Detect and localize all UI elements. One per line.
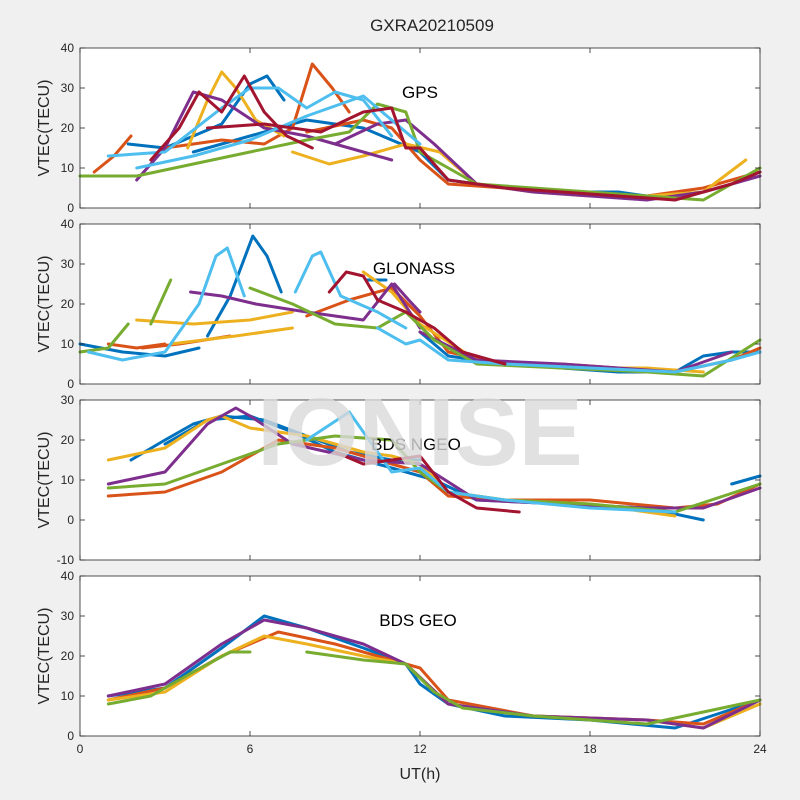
y-tick-label: 30 [61,393,75,407]
y-tick-label: 10 [61,161,75,175]
series-line [730,474,762,486]
series-line [78,102,422,178]
series-line [149,74,314,162]
y-tick-label: 0 [67,729,74,743]
x-tick-label: 18 [583,742,597,756]
y-tick-label: 20 [61,121,75,135]
panel-glonass: 0 10 20 30 40 VTEC(TECU) GLONASS [36,217,762,391]
y-tick-label: 40 [61,217,75,231]
panel-bds-geo: 0 10 20 30 40 0 6 12 18 24 VTEC(TECU) BDS GEO [36,569,767,756]
series-line [126,74,286,150]
y-tick-label: 40 [61,41,75,55]
y-tick-label: 20 [61,297,75,311]
series-line [87,246,246,362]
x-tick-label: 0 [77,742,84,756]
y-tick-label: 10 [61,337,75,351]
y-tick-label: 30 [61,81,75,95]
series-line [305,410,677,514]
y-tick-label: 10 [61,473,75,487]
series-line [293,250,408,330]
plot-area [80,224,760,384]
series-line [333,450,521,514]
panel-gps: 0 10 20 30 40 VTEC(TECU) GPS [36,41,762,215]
series-line [376,298,507,366]
series-line [169,326,294,346]
y-axis-label: VTEC(TECU) [36,80,53,177]
y-tick-label: 0 [67,377,74,391]
x-tick-label: 12 [413,742,427,756]
y-tick-label: 40 [61,569,75,583]
series-line [305,650,762,726]
y-tick-label: -10 [57,553,75,567]
series-line [149,278,173,326]
series-line [206,234,283,338]
x-tick-label: 24 [753,742,767,756]
watermark: IONISE [257,379,582,486]
y-tick-label: 20 [61,433,75,447]
panel-label: GPS [402,83,438,102]
series-line [248,286,436,342]
series-line [206,106,762,202]
plot-area [80,576,760,736]
plot-area [80,48,760,208]
y-tick-label: 0 [67,201,74,215]
y-tick-label: 20 [61,649,75,663]
series-line [106,86,394,158]
panel-label: GLONASS [373,259,455,278]
y-tick-label: 30 [61,257,75,271]
x-tick-label: 6 [247,742,254,756]
panel-label: BDS NGEO [371,435,461,454]
y-axis-label: VTEC(TECU) [36,432,53,529]
series-line [327,270,379,302]
panel-bds-ngeo: -10 0 10 20 30 VTEC(TECU) BDS NGEO [36,393,762,567]
series-line [106,650,252,706]
y-tick-label: 10 [61,689,75,703]
series-line [135,310,294,326]
chart-title: GXRA20210509 [370,16,494,35]
series-line [393,282,422,314]
x-axis-label: UT(h) [400,766,441,783]
series-line [78,322,130,354]
y-axis-label: VTEC(TECU) [36,256,53,353]
series-line [186,70,286,150]
y-tick-label: 0 [67,513,74,527]
y-axis-label: VTEC(TECU) [36,608,53,705]
y-tick-label: 30 [61,609,75,623]
panel-label: BDS GEO [379,611,456,630]
series-line [106,434,762,514]
